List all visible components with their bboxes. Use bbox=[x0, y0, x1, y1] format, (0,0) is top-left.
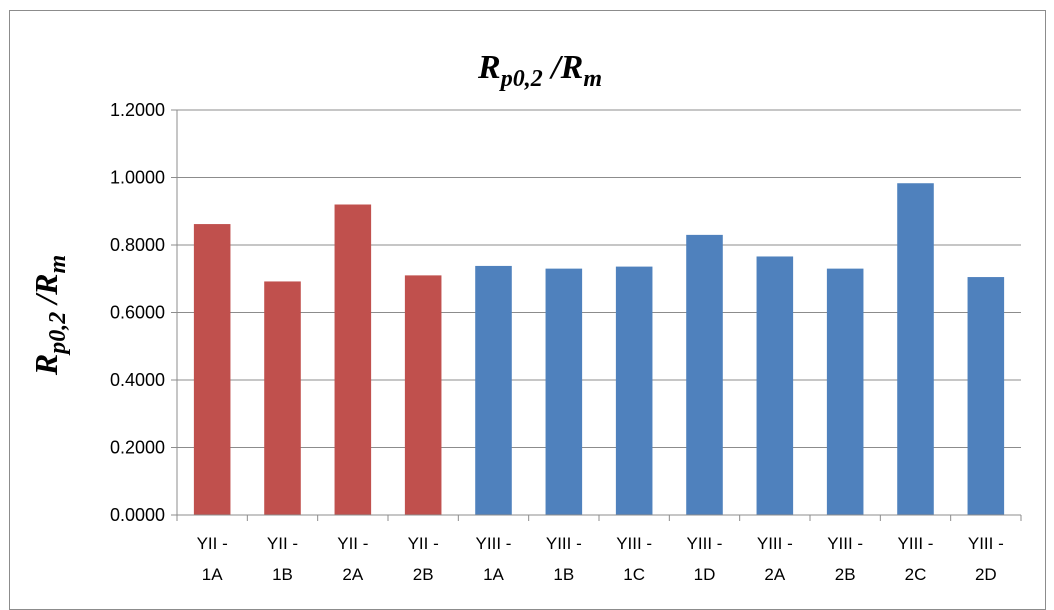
bar bbox=[686, 234, 723, 515]
x-category-label: 2B bbox=[413, 565, 434, 584]
x-category-label: 1D bbox=[694, 565, 716, 584]
x-category-label: YIII - bbox=[616, 534, 652, 553]
bar bbox=[967, 277, 1005, 515]
y-tick-label: 0.0000 bbox=[110, 505, 165, 525]
bar bbox=[264, 281, 301, 515]
bar bbox=[897, 183, 934, 516]
y-tick-label: 0.6000 bbox=[110, 303, 165, 323]
y-tick-labels: 0.0000 0.2000 0.4000 0.6000 0.8000 1.0000 1.20… bbox=[110, 100, 165, 525]
x-category-label: YIII - bbox=[827, 534, 863, 553]
x-category-label: YIII - bbox=[757, 534, 793, 553]
bar bbox=[334, 204, 372, 515]
x-category-label: YIII - bbox=[968, 534, 1004, 553]
y-tick-label: 0.8000 bbox=[110, 235, 165, 255]
x-category-label: 2B bbox=[835, 565, 856, 584]
x-category-label: 2A bbox=[342, 565, 363, 584]
x-category-label: 2A bbox=[764, 565, 785, 584]
chart-title: Rp0,2 /Rm bbox=[477, 49, 602, 92]
y-axis-label: Rp0,2 /Rm bbox=[28, 255, 71, 376]
x-category-label: 1B bbox=[553, 565, 574, 584]
y-tick-label: 1.0000 bbox=[110, 168, 165, 188]
x-category-label: 1C bbox=[623, 565, 645, 584]
bar bbox=[826, 268, 864, 515]
x-category-label: 1A bbox=[202, 565, 223, 584]
x-category-label: 2C bbox=[905, 565, 927, 584]
bar bbox=[475, 265, 512, 515]
x-category-label: YIII - bbox=[898, 534, 934, 553]
x-category-label: YII - bbox=[267, 534, 298, 553]
x-category-label: YII - bbox=[408, 534, 439, 553]
bars bbox=[177, 183, 1021, 516]
x-category-label: YII - bbox=[337, 534, 368, 553]
bar bbox=[615, 266, 653, 515]
y-tick-label: 1.2000 bbox=[110, 100, 165, 120]
x-category-label: YIII - bbox=[476, 534, 512, 553]
x-category-label: 1A bbox=[483, 565, 504, 584]
x-category-labels: YII - 1A YII - 1B YII - 2A YII - 2B YIII - 1A YIII… bbox=[197, 534, 1004, 584]
bar bbox=[545, 268, 583, 515]
x-category-label: YII - bbox=[197, 534, 228, 553]
bar bbox=[193, 224, 231, 515]
x-category-label: YIII - bbox=[546, 534, 582, 553]
bar bbox=[756, 256, 794, 515]
x-category-label: 1B bbox=[272, 565, 293, 584]
y-tick-label: 0.4000 bbox=[110, 370, 165, 390]
x-category-label: 2D bbox=[975, 565, 997, 584]
x-category-label: YIII - bbox=[687, 534, 723, 553]
y-tick-label: 0.2000 bbox=[110, 438, 165, 458]
bar bbox=[404, 275, 442, 515]
